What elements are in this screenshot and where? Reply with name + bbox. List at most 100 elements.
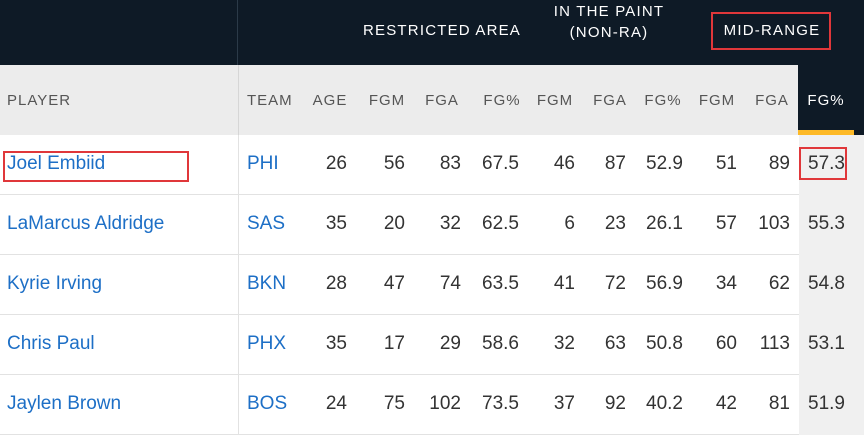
mid-fga-value: 103 (758, 213, 790, 234)
ra-fgm-value: 56 (383, 153, 405, 174)
ra-fgpct-value: 63.5 (482, 273, 519, 294)
paint-fga-value: 23 (604, 213, 626, 234)
ra-fga-value: 74 (439, 273, 461, 294)
ra-fgpct-value: 58.6 (482, 333, 519, 354)
paint-fgm-value: 6 (564, 213, 575, 234)
sort-indicator-bar (798, 130, 854, 135)
mid-fga-value: 89 (768, 153, 790, 174)
paint-fgpct-value: 40.2 (646, 393, 683, 414)
mid-fga-value: 81 (768, 393, 790, 414)
sorted-cell-bg (799, 315, 864, 375)
mid-fgm-value: 42 (715, 393, 737, 414)
col-ra-fgm[interactable]: FGM (368, 92, 406, 109)
highlight-box-mid-range (711, 12, 831, 50)
mid-fgm-value: 57 (715, 213, 737, 234)
paint-fgpct-value: 56.9 (646, 273, 683, 294)
ra-fgpct-value: 62.5 (482, 213, 519, 234)
team-link[interactable]: BKN (247, 273, 287, 294)
paint-fgpct-value: 52.9 (646, 153, 683, 174)
column-divider (238, 315, 239, 375)
age-value: 26 (325, 153, 347, 174)
paint-fga-value: 63 (604, 333, 626, 354)
player-link[interactable]: Joel Embiid (7, 153, 106, 174)
col-age[interactable]: AGE (312, 92, 348, 109)
mid-fga-value: 113 (759, 333, 790, 354)
column-divider (238, 255, 239, 315)
paint-fgm-value: 46 (553, 153, 575, 174)
table-row: Chris Paul PHX 35 17 29 58.6 32 63 50.8 … (0, 315, 864, 375)
paint-fga-value: 72 (604, 273, 626, 294)
group-in-the-paint-line1: IN THE PAINT (553, 3, 665, 20)
player-link[interactable]: Chris Paul (7, 333, 95, 354)
col-mid-fga[interactable]: FGA (755, 92, 789, 109)
col-mid-fgpct[interactable]: FG% (807, 92, 845, 109)
ra-fgm-value: 20 (383, 213, 405, 234)
mid-fgm-value: 60 (715, 333, 737, 354)
paint-fga-value: 87 (604, 153, 626, 174)
player-link[interactable]: Jaylen Brown (7, 393, 122, 414)
highlight-box-fgpct (799, 147, 847, 180)
table-row: Jaylen Brown BOS 24 75 102 73.5 37 92 40… (0, 375, 864, 435)
column-divider (238, 135, 239, 195)
highlight-box-player (3, 151, 189, 182)
col-paint-fgm[interactable]: FGM (536, 92, 574, 109)
group-in-the-paint: IN THE PAINT (NON-RA) (535, 1, 683, 43)
ra-fgpct-value: 67.5 (482, 153, 519, 174)
paint-fgm-value: 32 (553, 333, 575, 354)
paint-fgpct-value: 26.1 (646, 213, 683, 234)
table-row: LaMarcus Aldridge SAS 35 20 32 62.5 6 23… (0, 195, 864, 255)
table-row: Kyrie Irving BKN 28 47 74 63.5 41 72 56.… (0, 255, 864, 315)
ra-fgm-value: 75 (383, 393, 405, 414)
col-mid-fgm[interactable]: FGM (698, 92, 736, 109)
ra-fga-value: 83 (439, 153, 461, 174)
table-row: Joel Embiid PHI 26 56 83 67.5 46 87 52.9… (0, 135, 864, 195)
col-paint-fgpct[interactable]: FG% (644, 92, 682, 109)
column-header-row: PLAYER TEAM AGE FGM FGA FG% FGM FGA FG% … (0, 65, 864, 135)
group-in-the-paint-line2: (NON-RA) (569, 24, 649, 41)
sorted-cell-bg (799, 135, 864, 195)
ra-fgm-value: 17 (383, 333, 405, 354)
team-link[interactable]: PHI (247, 153, 279, 174)
ra-fga-value: 102 (429, 393, 461, 414)
mid-fgpct-value: 53.1 (808, 333, 845, 354)
player-link[interactable]: Kyrie Irving (7, 273, 103, 294)
mid-fgm-value: 34 (715, 273, 737, 294)
ra-fgm-value: 47 (383, 273, 405, 294)
column-divider (238, 195, 239, 255)
team-link[interactable]: SAS (247, 213, 286, 234)
sorted-cell-bg (799, 195, 864, 255)
paint-fgpct-value: 50.8 (646, 333, 683, 354)
sorted-column-highlight (798, 65, 864, 135)
mid-fgpct-value: 57.3 (808, 153, 845, 174)
age-value: 24 (325, 393, 347, 414)
age-value: 35 (325, 333, 347, 354)
col-ra-fga[interactable]: FGA (425, 92, 459, 109)
col-ra-fgpct[interactable]: FG% (483, 92, 521, 109)
paint-fga-value: 92 (604, 393, 626, 414)
player-link[interactable]: LaMarcus Aldridge (7, 213, 165, 234)
group-restricted-area: RESTRICTED AREA (362, 22, 522, 39)
col-team[interactable]: TEAM (247, 92, 293, 109)
mid-fgpct-value: 54.8 (808, 273, 845, 294)
sorted-cell-bg (799, 375, 864, 435)
age-value: 28 (325, 273, 347, 294)
team-link[interactable]: BOS (247, 393, 288, 414)
group-header-spacer (0, 0, 238, 65)
sorted-cell-bg (799, 255, 864, 315)
mid-fga-value: 62 (768, 273, 790, 294)
col-paint-fga[interactable]: FGA (593, 92, 627, 109)
group-mid-range: MID-RANGE (723, 22, 821, 39)
paint-fgm-value: 37 (553, 393, 575, 414)
col-player[interactable]: PLAYER (7, 92, 72, 109)
ra-fgpct-value: 73.5 (482, 393, 519, 414)
column-divider (238, 65, 239, 135)
ra-fga-value: 32 (439, 213, 461, 234)
mid-fgpct-value: 55.3 (808, 213, 845, 234)
mid-fgm-value: 51 (715, 153, 737, 174)
ra-fga-value: 29 (439, 333, 461, 354)
column-divider (238, 375, 239, 435)
team-link[interactable]: PHX (247, 333, 287, 354)
paint-fgm-value: 41 (553, 273, 575, 294)
mid-fgpct-value: 51.9 (808, 393, 845, 414)
age-value: 35 (325, 213, 347, 234)
